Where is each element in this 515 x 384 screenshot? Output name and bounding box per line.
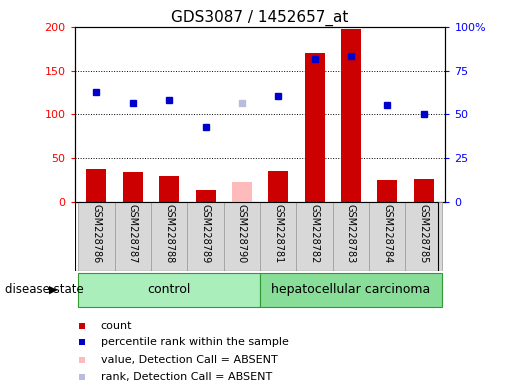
Text: value, Detection Call = ABSENT: value, Detection Call = ABSENT	[100, 355, 278, 365]
Bar	[297, 202, 333, 271]
Bar	[224, 202, 260, 271]
Bar	[123, 172, 143, 202]
Text: percentile rank within the sample: percentile rank within the sample	[100, 338, 288, 348]
Text: GSM228783: GSM228783	[346, 204, 356, 263]
Text: hepatocellular carcinoma: hepatocellular carcinoma	[271, 283, 431, 296]
Text: GSM228788: GSM228788	[164, 204, 174, 263]
Text: GSM228784: GSM228784	[382, 204, 392, 263]
Text: GSM228787: GSM228787	[128, 204, 138, 263]
Text: GSM228782: GSM228782	[310, 204, 320, 263]
Bar	[405, 202, 442, 271]
Bar	[151, 202, 187, 271]
Text: count: count	[100, 321, 132, 331]
Bar	[369, 202, 405, 271]
Text: control: control	[147, 283, 191, 296]
Text: GSM228781: GSM228781	[273, 204, 283, 263]
Title: GDS3087 / 1452657_at: GDS3087 / 1452657_at	[171, 9, 349, 25]
Bar	[414, 179, 434, 202]
Bar	[341, 29, 361, 202]
Bar	[304, 53, 324, 202]
Bar	[196, 190, 216, 202]
Text: GSM228786: GSM228786	[92, 204, 101, 263]
Bar	[187, 202, 224, 271]
Bar	[260, 202, 297, 271]
Text: rank, Detection Call = ABSENT: rank, Detection Call = ABSENT	[100, 372, 272, 382]
Text: GSM228789: GSM228789	[200, 204, 211, 263]
Bar	[159, 176, 179, 202]
Bar	[232, 182, 252, 202]
Bar	[87, 169, 107, 202]
Bar	[78, 273, 260, 307]
Bar	[78, 202, 115, 271]
Text: GSM228790: GSM228790	[237, 204, 247, 263]
Bar	[260, 273, 442, 307]
Bar	[268, 171, 288, 202]
Bar	[115, 202, 151, 271]
Text: disease state: disease state	[5, 283, 84, 296]
Text: ▶: ▶	[49, 285, 58, 295]
Bar	[377, 180, 397, 202]
Bar	[333, 202, 369, 271]
Text: GSM228785: GSM228785	[419, 204, 428, 263]
